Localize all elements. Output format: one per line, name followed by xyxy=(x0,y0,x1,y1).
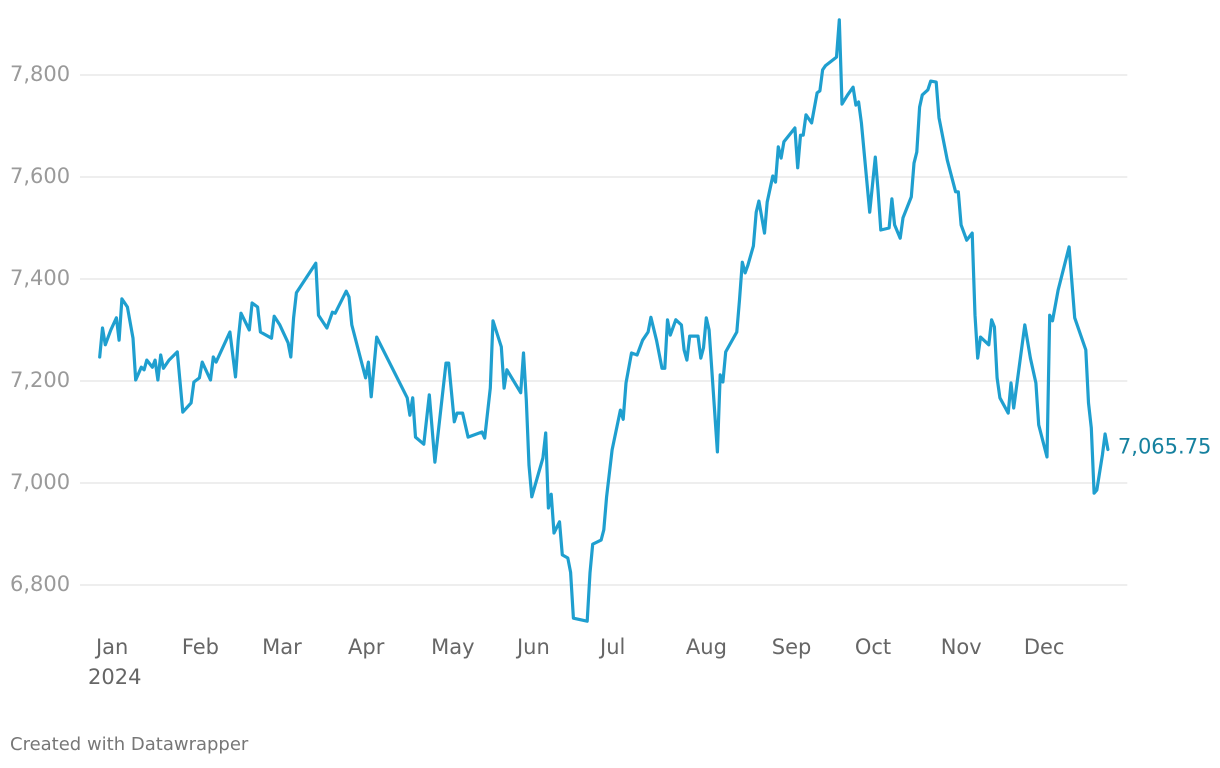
y-tick-label: 7,800 xyxy=(10,62,70,86)
y-tick-label: 6,800 xyxy=(10,572,70,596)
x-tick-label: Oct xyxy=(855,635,891,659)
x-tick-label: Apr xyxy=(348,635,385,659)
footer: Created with Datawrapper xyxy=(10,734,249,755)
x-tick-label: Jun xyxy=(515,635,550,659)
x-tick-label: Feb xyxy=(182,635,219,659)
x-tick-label: Mar xyxy=(262,635,302,659)
x-tick-label: Jan xyxy=(94,635,128,659)
x-tick-label: May xyxy=(431,635,474,659)
y-tick-label: 7,200 xyxy=(10,368,70,392)
y-tick-label: 7,000 xyxy=(10,470,70,494)
x-tick-label: Nov xyxy=(941,635,982,659)
x-tick-label: Dec xyxy=(1024,635,1065,659)
y-tick-label: 7,400 xyxy=(10,266,70,290)
line xyxy=(98,18,1110,623)
x-tick-label: Jul xyxy=(598,635,625,659)
y-tick-label: 7,600 xyxy=(10,164,70,188)
x-tick-label: Aug xyxy=(686,635,727,659)
end-label: 7,065.75 xyxy=(1118,434,1212,458)
x-tick-label: Sep xyxy=(772,635,812,659)
x-year-label: 2024 xyxy=(88,665,141,689)
